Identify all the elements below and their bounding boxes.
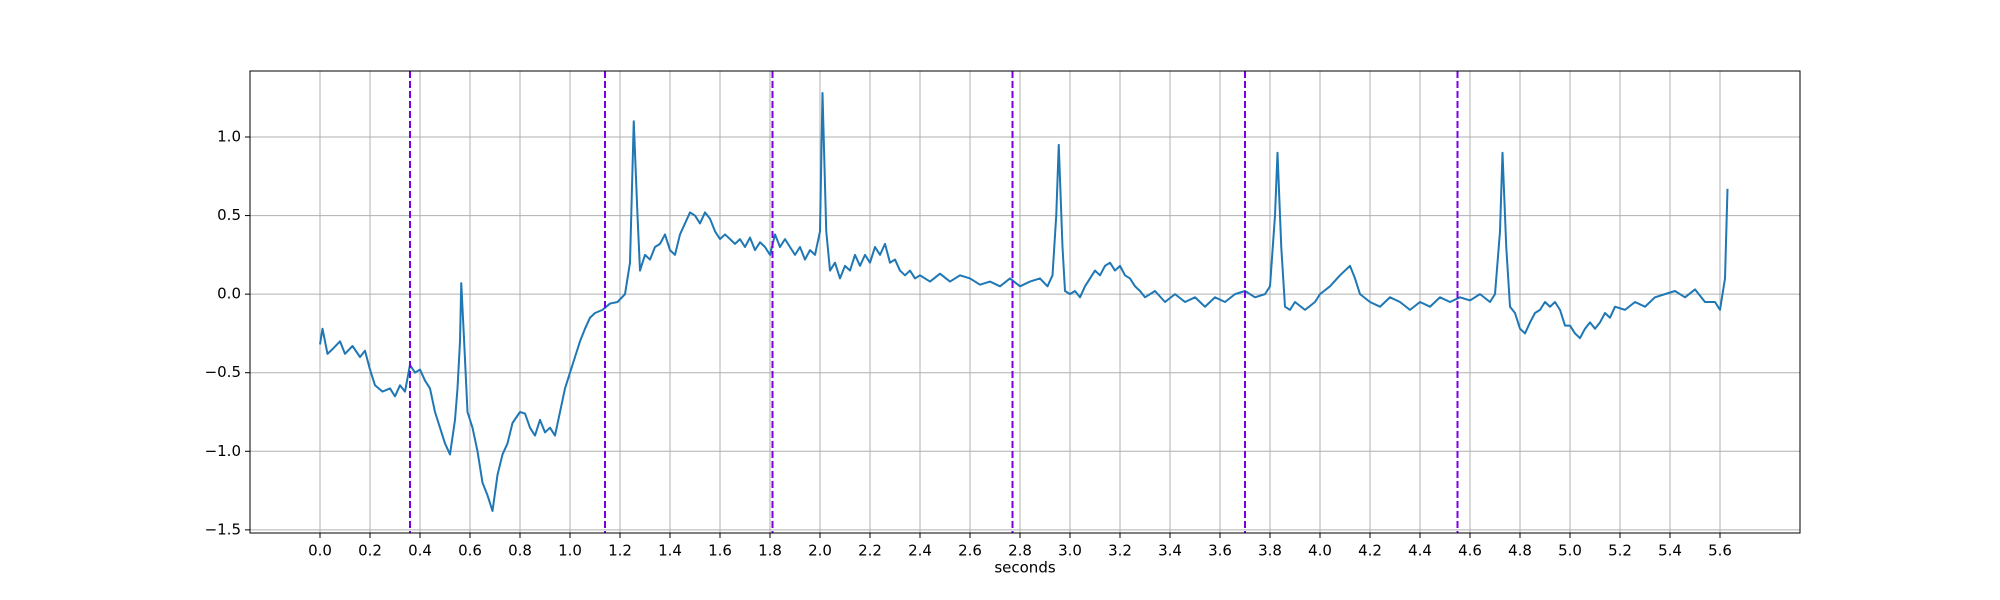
y-tick-label: −1.0 [205, 442, 241, 460]
x-tick-label: 2.0 [808, 542, 832, 560]
x-tick-label: 3.2 [1108, 542, 1132, 560]
x-tick-label: 2.4 [908, 542, 932, 560]
plot-frame [249, 70, 1801, 534]
x-tick-label: 2.2 [858, 542, 882, 560]
x-tick-label: 0.8 [508, 542, 532, 560]
x-tick-label: 1.4 [658, 542, 682, 560]
data-line [319, 92, 1729, 512]
x-tick-label: 1.2 [608, 542, 632, 560]
x-tick-label: 0.2 [358, 542, 382, 560]
y-tick-label: −1.5 [205, 520, 241, 538]
x-tick-label: 4.6 [1458, 542, 1482, 560]
x-tick-label: 1.6 [708, 542, 732, 560]
y-tick-label: 0.5 [217, 206, 241, 224]
x-tick-label: 3.6 [1208, 542, 1232, 560]
x-tick-label: 0.4 [408, 542, 432, 560]
x-tick-label: 0.0 [308, 542, 332, 560]
y-tick-label: 0.0 [217, 285, 241, 303]
x-tick-label: 3.4 [1158, 542, 1182, 560]
x-tick-label: 3.0 [1058, 542, 1082, 560]
x-tick-label: 4.0 [1308, 542, 1332, 560]
x-tick-label: 5.0 [1558, 542, 1582, 560]
x-tick-label: 4.8 [1508, 542, 1532, 560]
x-tick-label: 4.2 [1358, 542, 1382, 560]
x-tick-label: 0.6 [458, 542, 482, 560]
x-tick-label: 3.8 [1258, 542, 1282, 560]
x-tick-label: 1.8 [758, 542, 782, 560]
x-axis-label: seconds [994, 559, 1055, 577]
x-tick-label: 2.6 [958, 542, 982, 560]
x-tick-label: 2.8 [1008, 542, 1032, 560]
y-tick-label: −0.5 [205, 363, 241, 381]
x-tick-label: 5.6 [1708, 542, 1732, 560]
x-tick-label: 4.4 [1408, 542, 1432, 560]
x-tick-label: 1.0 [558, 542, 582, 560]
x-tick-label: 5.4 [1658, 542, 1682, 560]
y-tick-label: 1.0 [217, 128, 241, 146]
x-tick-label: 5.2 [1608, 542, 1632, 560]
